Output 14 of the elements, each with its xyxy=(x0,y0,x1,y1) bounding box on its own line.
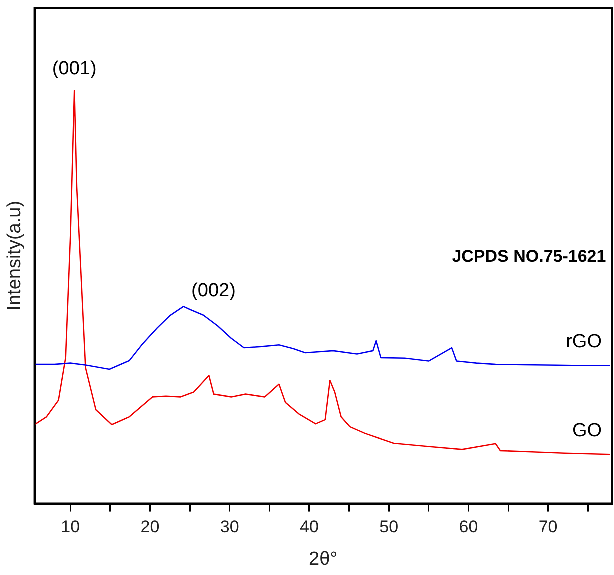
annotation: (002) xyxy=(192,280,236,302)
x-tick-label: 30 xyxy=(220,518,240,537)
y-axis-title: Intensity(a.u) xyxy=(4,200,26,311)
x-tick-label: 20 xyxy=(140,518,160,537)
annotation: (001) xyxy=(52,58,97,80)
annotation: JCPDS NO.75-1621 xyxy=(452,247,606,266)
x-tick-label: 40 xyxy=(300,518,319,537)
x-tick-label: 50 xyxy=(380,518,399,537)
x-tick-label: 60 xyxy=(459,518,478,537)
series-label: rGO xyxy=(566,332,602,353)
x-axis-title: 2θ° xyxy=(309,548,338,570)
x-tick-label: 70 xyxy=(538,518,558,537)
series-label: GO xyxy=(572,420,602,442)
x-tick-label: 10 xyxy=(61,518,80,537)
